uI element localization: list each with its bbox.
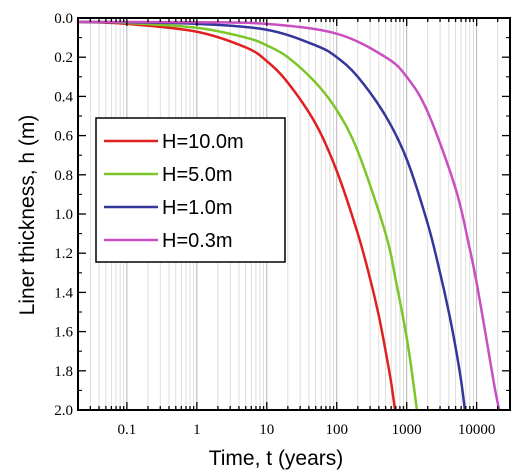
x-tick-labels: 0.1 1 10 100 1000 10000 xyxy=(118,422,496,438)
series-line xyxy=(77,20,501,411)
y-tick-label: 1.8 xyxy=(54,364,73,380)
x-tick-label: 1000 xyxy=(392,422,422,438)
y-tick-label: 0.2 xyxy=(54,50,73,66)
y-tick-label: 1.0 xyxy=(54,207,73,223)
legend-label: H=10.0m xyxy=(162,131,244,153)
legend-label: H=5.0m xyxy=(162,164,233,186)
y-tick-label: 0.8 xyxy=(54,168,73,184)
y-tick-label: 0.6 xyxy=(54,129,73,145)
x-axis-title: Time, t (years) xyxy=(209,447,344,470)
legend: H=10.0m H=5.0m H=1.0m H=0.3m xyxy=(95,117,286,263)
y-tick-label: 1.6 xyxy=(54,325,73,341)
y-tick-label: 2.0 xyxy=(54,403,73,419)
series-line xyxy=(77,20,419,411)
legend-entry: H=0.3m xyxy=(104,230,233,252)
axis-ticks xyxy=(77,17,511,411)
x-tick-label: 10 xyxy=(259,422,274,438)
x-tick-label: 0.1 xyxy=(118,422,137,438)
x-tick-label: 100 xyxy=(325,422,348,438)
y-tick-label: 1.2 xyxy=(54,246,73,262)
x-tick-label: 10000 xyxy=(458,422,496,438)
legend-label: H=0.3m xyxy=(162,230,233,252)
legend-label: H=1.0m xyxy=(162,197,233,219)
y-tick-labels: 0.0 0.2 0.4 0.6 0.8 1.0 1.2 1.4 1.6 1.8 2.0 xyxy=(54,11,73,419)
legend-entry: H=1.0m xyxy=(104,197,233,219)
legend-entry: H=10.0m xyxy=(104,131,244,153)
series-line xyxy=(77,20,467,411)
x-tick-label: 1 xyxy=(193,422,201,438)
series-layer xyxy=(77,20,501,411)
y-axis-title: Liner thickness, h (m) xyxy=(16,115,39,316)
legend-entry: H=5.0m xyxy=(104,164,233,186)
y-tick-label: 1.4 xyxy=(54,285,73,301)
y-tick-label: 0.0 xyxy=(54,11,73,27)
y-tick-label: 0.4 xyxy=(54,89,73,105)
series-line xyxy=(77,20,397,411)
